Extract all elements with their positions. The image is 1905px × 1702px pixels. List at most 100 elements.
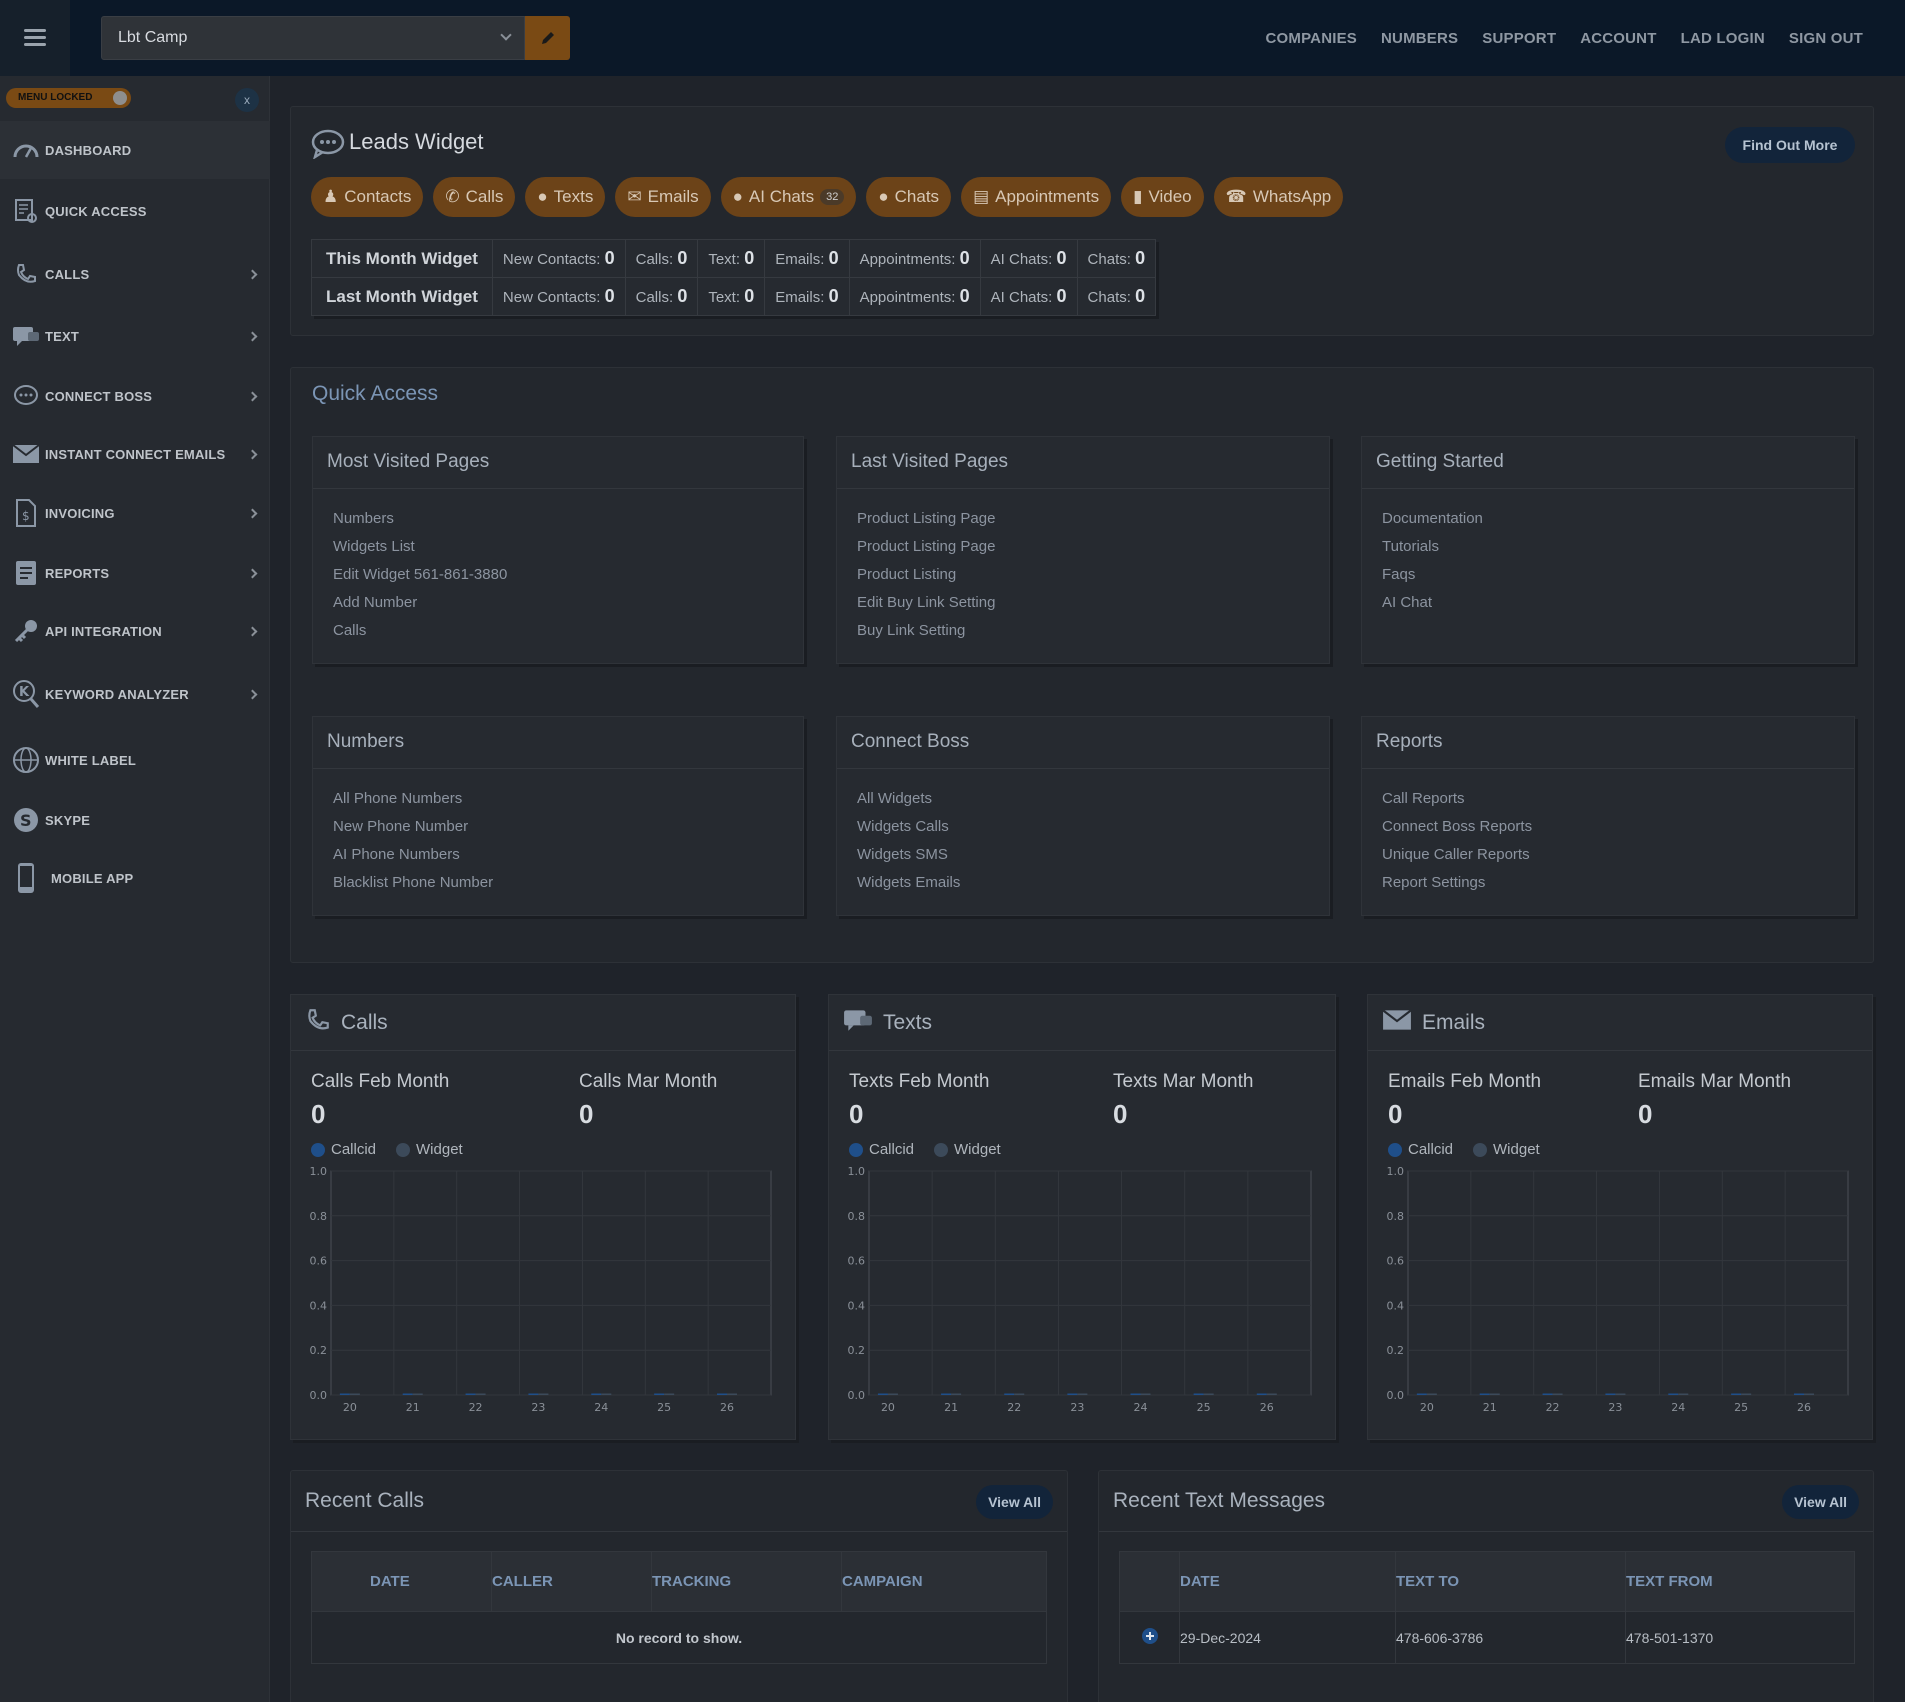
quick-link[interactable]: Widgets Emails [857, 874, 961, 891]
sidebar-item-api-integration[interactable]: API INTEGRATION [0, 602, 270, 660]
legend-item-callcid[interactable]: Callcid [311, 1141, 376, 1158]
getting-started-card: Getting Started Documentation Tutorials … [1361, 436, 1855, 664]
texts-stats-card: Texts Texts Feb Month 0 Texts Mar Month … [828, 994, 1336, 1440]
quick-link[interactable]: Unique Caller Reports [1382, 846, 1530, 863]
bar-widget [1552, 1393, 1563, 1395]
quick-link[interactable]: Documentation [1382, 510, 1483, 527]
sidebar-item-keyword-analyzer[interactable]: K KEYWORD ANALYZER [0, 665, 270, 723]
legend-item-widget[interactable]: Widget [396, 1141, 463, 1158]
quick-link[interactable]: Buy Link Setting [857, 622, 966, 639]
column-header-text-from[interactable]: TEXT FROM [1625, 1551, 1855, 1612]
sidebar-item-quick-access[interactable]: QUICK ACCESS [0, 182, 270, 240]
bar-widget [887, 1393, 898, 1395]
column-header-text-to[interactable]: TEXT TO [1395, 1551, 1626, 1612]
sidebar-item-text[interactable]: TEXT [0, 307, 270, 365]
column-header-campaign[interactable]: CAMPAIGN [841, 1551, 1047, 1612]
quick-link[interactable]: Edit Widget 561-861-3880 [333, 566, 508, 583]
ai-chats-pill[interactable]: ● AI Chats 32 [720, 177, 857, 217]
quick-link[interactable]: Widgets Calls [857, 818, 949, 835]
texts-pill[interactable]: ● Texts [525, 177, 606, 217]
quick-link[interactable]: Edit Buy Link Setting [857, 594, 996, 611]
legend-item-callcid[interactable]: Callcid [1388, 1141, 1453, 1158]
quick-link[interactable]: Product Listing Page [857, 538, 996, 555]
nav-support[interactable]: SUPPORT [1482, 29, 1557, 47]
phone-icon [12, 260, 40, 288]
quick-link[interactable]: Tutorials [1382, 538, 1439, 555]
find-out-more-button[interactable]: Find Out More [1725, 127, 1855, 163]
quick-link[interactable]: All Phone Numbers [333, 790, 463, 807]
quick-link[interactable]: Widgets List [333, 538, 415, 555]
quick-access-panel: Quick Access Most Visited Pages Numbers … [290, 367, 1874, 963]
bar-widget [1615, 1393, 1626, 1395]
quick-link[interactable]: Add Number [333, 594, 418, 611]
contacts-pill[interactable]: ♟ Contacts [311, 177, 424, 217]
recent-calls-view-all-button[interactable]: View All [976, 1485, 1053, 1519]
quick-link[interactable]: New Phone Number [333, 818, 469, 835]
legend-label: Widget [1493, 1141, 1540, 1158]
quick-link[interactable]: Connect Boss Reports [1382, 818, 1533, 835]
expand-column-header [1119, 1551, 1180, 1612]
column-header-tracking[interactable]: TRACKING [651, 1551, 842, 1612]
quick-link[interactable]: AI Chat [1382, 594, 1433, 611]
bar-widget [664, 1393, 675, 1395]
campaign-select[interactable]: Lbt Camp [101, 16, 525, 60]
sidebar-item-mobile-app[interactable]: MOBILE APP [0, 849, 270, 907]
expand-row-button[interactable] [1119, 1611, 1180, 1664]
quick-link[interactable]: Report Settings [1382, 874, 1486, 891]
video-icon: ▮ [1133, 187, 1143, 206]
bar-callcid [1794, 1393, 1804, 1395]
ai-chats-count-badge: 32 [820, 189, 845, 205]
appointments-pill[interactable]: ▤ Appointments [961, 177, 1112, 217]
quick-link[interactable]: Blacklist Phone Number [333, 874, 494, 891]
quick-link[interactable]: Call Reports [1382, 790, 1465, 807]
x-tick-label: 22 [469, 1401, 483, 1414]
quick-link[interactable]: All Widgets [857, 790, 933, 807]
quick-link[interactable]: Product Listing [857, 566, 957, 583]
legend-item-widget[interactable]: Widget [934, 1141, 1001, 1158]
sidebar-item-calls[interactable]: CALLS [0, 245, 270, 303]
legend-item-callcid[interactable]: Callcid [849, 1141, 914, 1158]
column-header-date[interactable]: DATE [311, 1551, 492, 1612]
x-tick-label: 20 [1420, 1401, 1434, 1414]
recent-texts-view-all-button[interactable]: View All [1782, 1485, 1859, 1519]
sidebar-item-skype[interactable]: S SKYPE [0, 791, 270, 849]
bar-widget [1741, 1393, 1752, 1395]
emails-pill[interactable]: ✉ Emails [615, 177, 711, 217]
sidebar-item-connect-boss[interactable]: CONNECT BOSS [0, 367, 270, 425]
chats-pill[interactable]: ● Chats [866, 177, 952, 217]
sidebar-item-reports[interactable]: REPORTS [0, 544, 270, 602]
edit-campaign-button[interactable] [525, 16, 570, 60]
bar-callcid [339, 1393, 350, 1395]
column-header-date[interactable]: DATE [1179, 1551, 1396, 1612]
sidebar-item-invoicing[interactable]: $ INVOICING [0, 484, 270, 542]
nav-sign-out[interactable]: SIGN OUT [1788, 29, 1863, 47]
whatsapp-pill[interactable]: ☎ WhatsApp [1213, 177, 1344, 217]
quick-link[interactable]: Numbers [333, 510, 394, 527]
legend-item-widget[interactable]: Widget [1473, 1141, 1540, 1158]
column-header-caller[interactable]: CALLER [491, 1551, 652, 1612]
sidebar-item-dashboard[interactable]: DASHBOARD [0, 121, 270, 179]
quick-link[interactable]: Product Listing Page [857, 510, 996, 527]
menu-locked-toggle[interactable]: MENU LOCKED [6, 88, 131, 108]
calls-pill[interactable]: ✆ Calls [433, 177, 516, 217]
hamburger-menu-button[interactable] [0, 0, 70, 76]
card-title: Numbers [313, 717, 803, 769]
sidebar-item-white-label[interactable]: WHITE LABEL [0, 731, 270, 789]
stat-value: 0 [744, 248, 755, 268]
top-bar: Lbt Camp COMPANIES NUMBERS SUPPORT ACCOU… [0, 0, 1905, 76]
nav-lad-login[interactable]: LAD LOGIN [1680, 29, 1765, 47]
pill-label: Texts [553, 187, 594, 206]
quick-link[interactable]: Calls [333, 622, 367, 639]
pill-label: WhatsApp [1252, 187, 1332, 206]
quick-link[interactable]: AI Phone Numbers [333, 846, 460, 863]
quick-link[interactable]: Faqs [1382, 566, 1416, 583]
nav-numbers[interactable]: NUMBERS [1381, 29, 1459, 47]
video-pill[interactable]: ▮ Video [1121, 177, 1204, 217]
nav-companies[interactable]: COMPANIES [1265, 29, 1358, 47]
sidebar-item-instant-connect-emails[interactable]: INSTANT CONNECT EMAILS [0, 425, 270, 483]
sidebar-close-button[interactable]: x [235, 88, 259, 112]
quick-link[interactable]: Widgets SMS [857, 846, 948, 863]
nav-account[interactable]: ACCOUNT [1580, 29, 1657, 47]
numbers-card: Numbers All Phone Numbers New Phone Numb… [312, 716, 804, 916]
x-tick-label: 25 [1734, 1401, 1748, 1414]
